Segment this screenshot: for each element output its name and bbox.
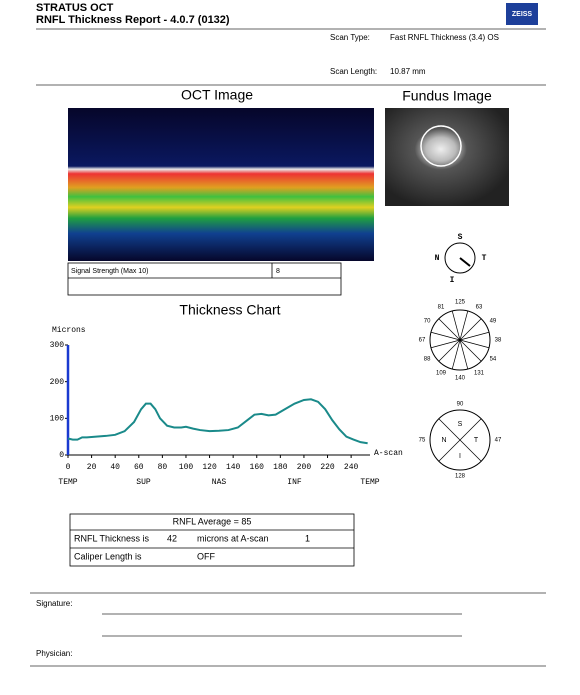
table-frame — [69, 513, 355, 567]
value: 10.87 mm — [390, 67, 426, 76]
label: Scan Length: — [330, 67, 377, 76]
clock-value: 109 — [436, 370, 447, 376]
quadrant-line — [438, 418, 482, 462]
orientation-label: N — [435, 254, 440, 263]
x-tick-label: 80 — [158, 463, 168, 472]
quadrant-label: N — [441, 437, 446, 444]
clock-value: 49 — [490, 319, 497, 325]
x-tick-label: 200 — [297, 463, 312, 472]
x-tick-label: 220 — [320, 463, 335, 472]
x-tick-label: 140 — [226, 463, 241, 472]
fundus-image — [385, 108, 509, 206]
clock-value: 63 — [476, 305, 483, 311]
clock-value: 88 — [424, 357, 431, 363]
thickness-line — [67, 398, 368, 445]
logo — [506, 3, 538, 25]
oct-image — [68, 108, 374, 261]
clock-value: 67 — [419, 338, 426, 344]
sector-line — [430, 331, 461, 341]
clock-value: 38 — [495, 338, 502, 344]
label: Signal Strength (Max 10) — [71, 268, 148, 275]
clock-value: 81 — [438, 305, 445, 311]
quadrant-label: S — [458, 421, 463, 428]
quadrant-value: 47 — [495, 438, 502, 444]
sector-line — [459, 318, 482, 341]
position-label: INF — [287, 478, 302, 487]
value: 8 — [276, 268, 280, 275]
sector-line — [438, 318, 461, 341]
position-label: SUP — [136, 478, 151, 487]
y-tick-label: 100 — [50, 414, 65, 423]
x-tick-label: 180 — [273, 463, 288, 472]
cell: microns at A-scan — [197, 533, 269, 543]
clock-value: 131 — [474, 370, 485, 376]
clock-value: 140 — [455, 376, 466, 382]
quadrant-value: 128 — [455, 474, 466, 480]
quadrant-label: I — [459, 453, 461, 460]
quadrant-circle — [429, 409, 491, 471]
orientation-label: S — [458, 233, 463, 242]
logo-text: ZEISS — [512, 11, 533, 18]
x-tick-label: 60 — [134, 463, 144, 472]
section-title: OCT Image — [181, 87, 253, 103]
clock-circle — [429, 309, 491, 371]
x-tick-label: 40 — [110, 463, 120, 472]
header-subtitle: RNFL Thickness Report - 4.0.7 (0132) — [36, 14, 230, 26]
quadrant-label: T — [474, 437, 479, 444]
thickness-chart: 0 100 200 300 0 20 40 60 80 100 120 140 160 180 200 220… — [50, 341, 380, 487]
sector-line — [451, 310, 461, 341]
sector-line — [438, 339, 461, 362]
sector-line — [430, 339, 461, 349]
orientation-label: I — [450, 276, 455, 285]
footer-label: Signature: — [36, 599, 72, 608]
cell: RNFL Thickness is — [74, 533, 150, 543]
x-tick-label: 240 — [344, 463, 359, 472]
sector-line — [459, 331, 490, 341]
y-tick-label: 300 — [50, 341, 65, 350]
y-tick-label: 200 — [50, 378, 65, 387]
sector-line — [459, 310, 469, 341]
axis-title: Microns — [52, 326, 86, 335]
clock-value: 125 — [455, 300, 466, 306]
chart-title: Thickness Chart — [179, 302, 280, 318]
x-tick-label: 100 — [179, 463, 194, 472]
axis-title: A-scan — [374, 449, 403, 458]
value: Fast RNFL Thickness (3.4) OS — [390, 33, 499, 42]
scan-circle — [420, 125, 462, 167]
quadrant-value: 90 — [457, 402, 464, 408]
sector-line — [459, 339, 482, 362]
results-table: RNFL Average = 85 RNFL Thickness is 42 m… — [69, 513, 355, 567]
footer-label: Physician: — [36, 649, 72, 658]
x-tick-label: 160 — [250, 463, 265, 472]
sector-line — [459, 339, 490, 349]
orientation-label: T — [482, 254, 487, 263]
position-label: TEMP — [360, 478, 379, 487]
orientation-circle — [444, 242, 476, 274]
clock-value: 54 — [490, 357, 497, 363]
cell: 1 — [305, 533, 310, 543]
cell: Caliper Length is — [74, 551, 142, 561]
label: Scan Type: — [330, 33, 370, 42]
position-label: TEMP — [58, 478, 77, 487]
cell: 42 — [167, 533, 177, 543]
sector-line — [451, 339, 461, 370]
orientation-arrow — [459, 257, 471, 267]
x-tick-label: 20 — [87, 463, 97, 472]
x-tick-label: 120 — [202, 463, 217, 472]
position-label: NAS — [212, 478, 227, 487]
cell: OFF — [197, 551, 215, 561]
quadrants: S 90 T 47 I 128 N 75 — [419, 402, 502, 480]
section-title: Fundus Image — [402, 88, 492, 104]
clock-value: 70 — [424, 319, 431, 325]
x-tick-label: 0 — [66, 463, 71, 472]
table-title: RNFL Average = 85 — [173, 516, 252, 526]
y-tick-label: 0 — [59, 451, 64, 460]
sector-line — [459, 339, 469, 370]
quadrant-value: 75 — [419, 438, 426, 444]
signal-box — [67, 262, 342, 296]
clock-hours: 125 63 49 38 54 131 140 109 88 67 70 81 — [419, 300, 502, 382]
header-title: STRATUS OCT — [36, 2, 114, 14]
